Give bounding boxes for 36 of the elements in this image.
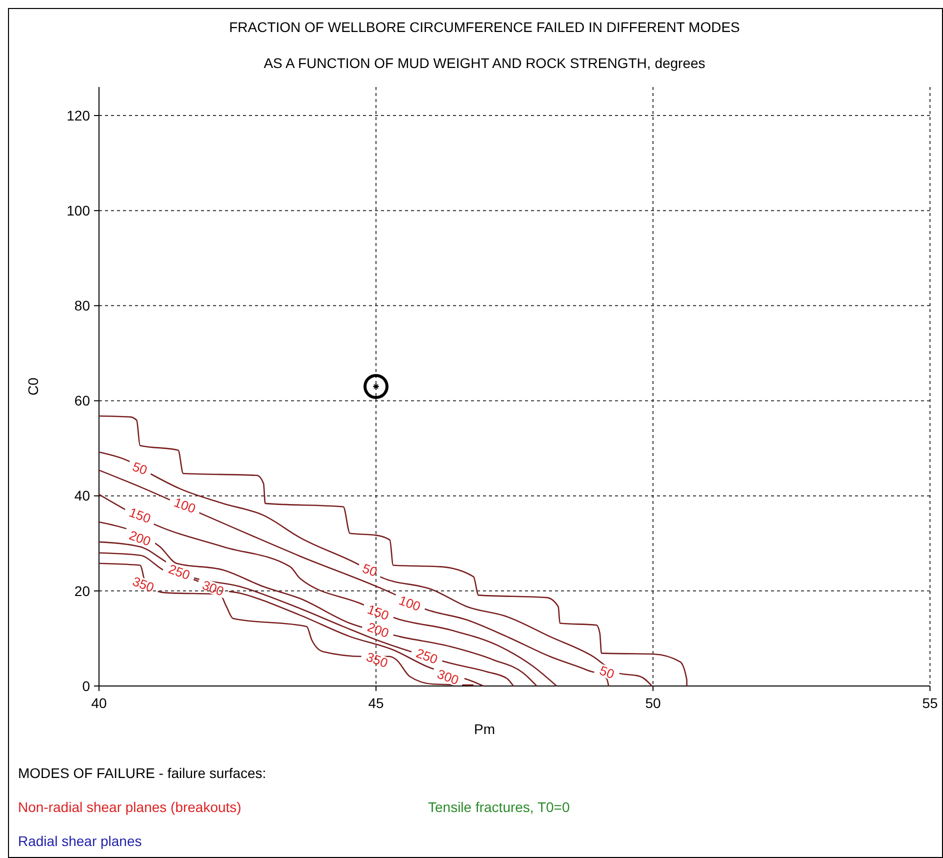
x-tick-label: 50 [645,695,661,711]
annotation: 350 [130,574,156,596]
text: Tensile fractures, T0=0 [428,799,570,815]
annotation: 50 [360,560,380,580]
x-axis-title: Pm [474,721,495,737]
line-series [98,451,653,687]
x-tick-label: 45 [368,695,384,711]
annotation: 150 [127,504,153,526]
annotation: 100 [172,494,198,516]
annotation: 250 [166,561,192,583]
line-series [98,494,558,687]
y-tick-label: 120 [66,107,90,124]
line-series [98,415,688,687]
annotation: 350 [364,649,390,671]
annotation: 300 [435,666,461,688]
annotation: 250 [414,645,440,667]
x-tick-label: 55 [922,695,938,711]
text: MODES OF FAILURE - failure surfaces: [18,765,266,781]
y-tick-label: 0 [82,678,90,694]
y-tick-label: 60 [74,392,90,409]
text: Non-radial shear planes (breakouts) [18,799,242,815]
y-tick-label: 20 [74,582,90,599]
chart-title: FRACTION OF WELLBORE CIRCUMFERENCE FAILED IN DIFFERENT MODES [229,19,740,35]
annotation: 100 [397,592,423,614]
y-axis-title: C0 [25,377,41,396]
annotation: 50 [130,458,150,478]
y-tick-label: 80 [74,298,90,314]
annotation: 300 [200,577,226,599]
x-tick-label: 40 [91,695,107,711]
annotation: 200 [127,527,153,549]
annotation: 50 [598,662,616,682]
line-series [98,521,538,687]
y-tick-label: 100 [66,202,90,219]
chart-subtitle: AS A FUNCTION OF MUD WEIGHT AND ROCK STRENGTH, degrees [264,55,706,71]
y-tick-label: 40 [74,488,90,504]
text: Radial shear planes [18,833,142,849]
